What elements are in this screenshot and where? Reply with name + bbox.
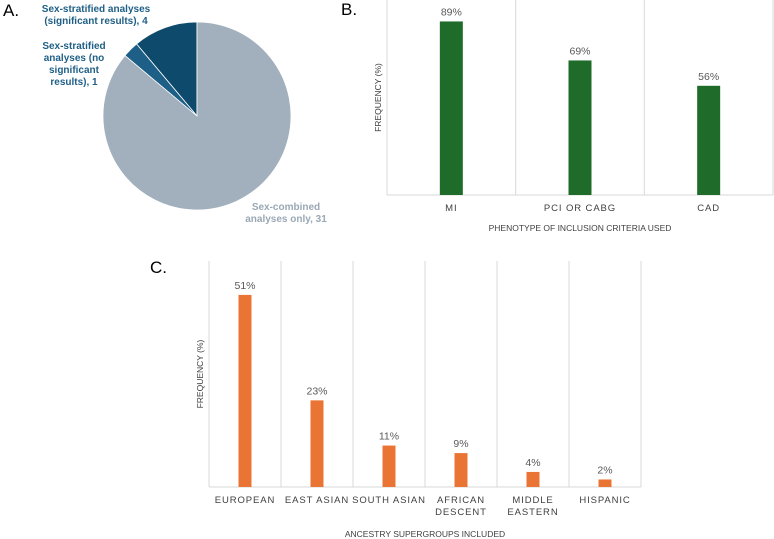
ancestry-category-label: AFRICAN DESCENT [435,495,487,518]
ancestry-bar [454,453,468,487]
panel-c-letter: C. [150,258,167,277]
ancestry-y-axis-title: FREQUENCY (%) [195,339,205,408]
phenotype-category-label: PCI OR CABG [544,203,616,214]
pie-chart: Sex-stratified analyses (significant resu… [42,4,327,225]
ancestry-bar [382,445,396,487]
phenotype-bar [439,21,463,196]
ancestry-category-label: SOUTH ASIAN [352,495,426,506]
ancestry-category-label: EAST ASIAN [285,495,349,506]
ancestry-bar [310,400,324,487]
ancestry-x-axis-title: ANCESTRY SUPERGROUPS INCLUDED [345,529,505,539]
ancestry-category-label: MIDDLE EASTERN [507,495,558,518]
panel-a-letter: A. [3,1,19,20]
pie-label-significant: Sex-stratified analyses (significant resu… [42,4,151,27]
ancestry-bar [526,471,540,487]
ancestry-category-label: EUROPEAN [215,495,276,506]
ancestry-data-label: 9% [453,438,468,450]
ancestry-data-label: 4% [525,457,540,469]
phenotype-bar [697,85,721,195]
phenotype-category-label: CAD [697,203,720,214]
pie-label-no-significant: Sex-stratified analyses (no significant res… [42,41,105,88]
phenotype-data-label: 89% [441,6,462,18]
phenotype-y-axis-title: FREQUENCY (%) [373,63,383,132]
ancestry-data-label: 23% [306,385,327,397]
pie-label-sex-combined: Sex-combined analyses only, 31 [245,202,327,225]
ancestry-category-label: HISPANIC [579,495,630,506]
phenotype-data-label: 69% [569,45,590,57]
phenotype-bar-chart: 89% MI 69% PCI OR CABG 56% CAD PHENOTYPE OF IN… [373,0,774,233]
ancestry-bar-chart: 51% EUROPEAN 23% EAST ASIAN 11% SOUTH ASIAN 9%… [195,261,642,539]
pie-slice-sex-combined [102,21,292,211]
phenotype-category-label: MI [445,203,457,214]
ancestry-data-label: 2% [597,464,612,476]
ancestry-data-label: 11% [379,431,399,443]
phenotype-data-label: 56% [698,71,719,83]
panel-b-letter: B. [341,0,357,19]
ancestry-data-label: 51% [234,280,255,292]
phenotype-bar [568,60,592,196]
phenotype-x-axis-title: PHENOTYPE OF INCLUSION CRITERIA USED [489,223,672,233]
pie-slice-significant [136,21,198,118]
ancestry-bar [598,479,612,487]
ancestry-bar [238,294,252,487]
